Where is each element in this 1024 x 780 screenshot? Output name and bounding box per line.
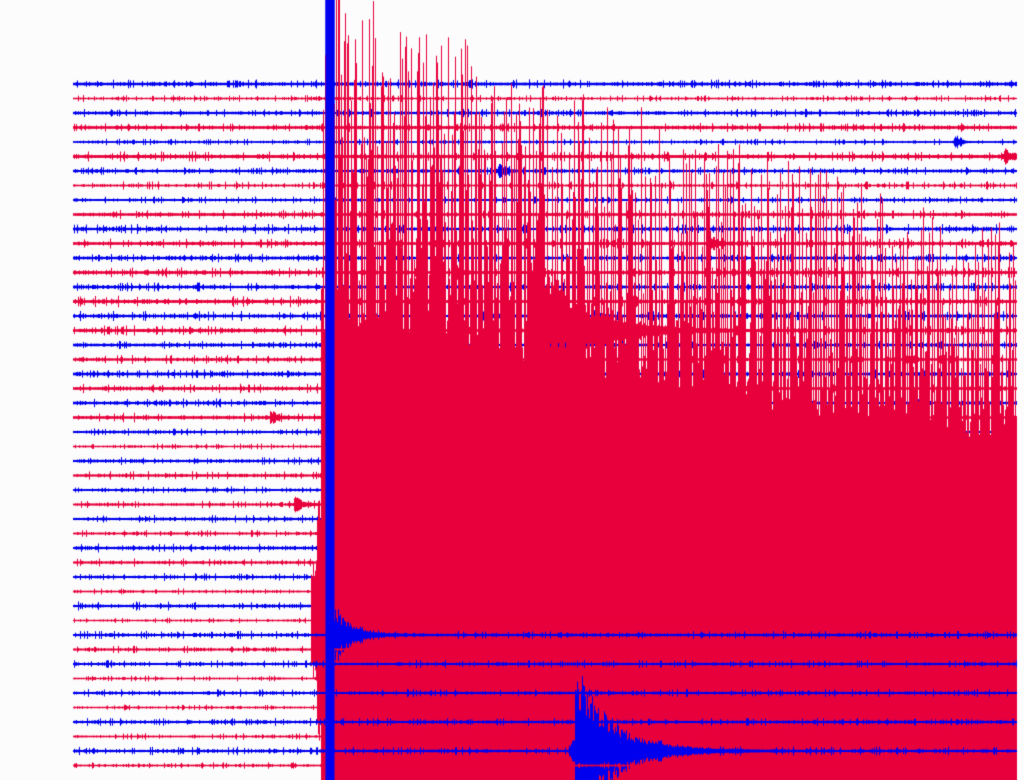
- seismogram-plot-area[interactable]: [73, 84, 1017, 780]
